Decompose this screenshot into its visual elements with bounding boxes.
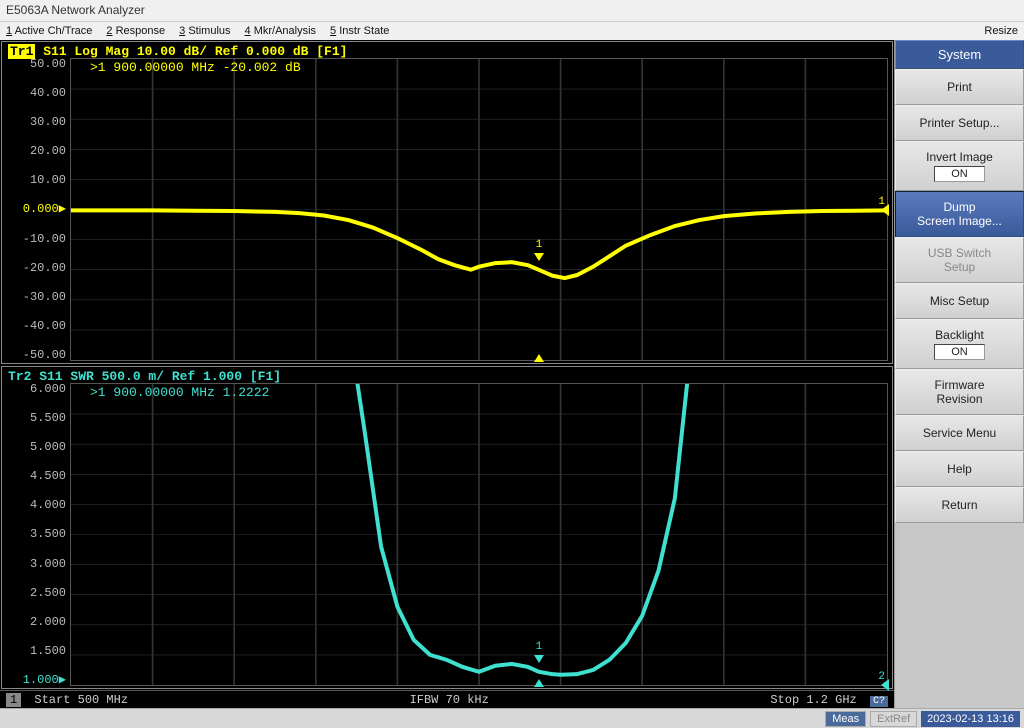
trace2-marker-readout: >1 900.00000 MHz 1.2222	[90, 385, 269, 400]
menu-stimulus[interactable]: 3 Stimulus	[179, 25, 230, 37]
marker-label: 1	[536, 641, 543, 653]
channel-badge: 1	[6, 693, 21, 707]
ifbw: IFBW 70 kHz	[410, 693, 489, 707]
marker-label: 1	[536, 239, 543, 251]
trace1-header: Tr1 S11 Log Mag 10.00 dB/ Ref 0.000 dB […	[8, 44, 347, 59]
chart-swr: Tr2 S11 SWR 500.0 m/ Ref 1.000 [F1] >1 9…	[1, 366, 893, 689]
softkey-dump-screen-image[interactable]: DumpScreen Image...	[895, 191, 1024, 237]
instrument-status-bar: 1 Start 500 MHz IFBW 70 kHz Stop 1.2 GHz…	[0, 690, 894, 708]
trace-number: 2	[878, 671, 885, 683]
softkey-invert-image-value: ON	[934, 166, 985, 182]
start-freq: Start 500 MHz	[34, 693, 128, 707]
marker-x-indicator	[534, 354, 544, 362]
app-footer: Meas ExtRef 2023-02-13 13:16	[0, 708, 1024, 728]
softkey-backlight[interactable]: BacklightON	[895, 319, 1024, 369]
softkey-firmware-revision[interactable]: FirmwareRevision	[895, 369, 1024, 415]
trace1-marker-readout: >1 900.00000 MHz -20.002 dB	[90, 60, 301, 75]
extref-indicator: ExtRef	[870, 711, 917, 727]
softkey-printer-setup[interactable]: Printer Setup...	[895, 105, 1024, 141]
softkey-backlight-value: ON	[934, 344, 985, 360]
menubar: 1 Active Ch/Trace 2 Response 3 Stimulus 4 M…	[0, 22, 1024, 40]
trace2-header: Tr2 S11 SWR 500.0 m/ Ref 1.000 [F1]	[8, 369, 281, 384]
correction-badge: C?	[870, 696, 888, 707]
menu-response[interactable]: 2 Response	[106, 25, 165, 37]
menu-active-ch-trace[interactable]: 1 Active Ch/Trace	[6, 25, 92, 37]
menu-resize[interactable]: Resize	[984, 25, 1018, 37]
window-title: E5063A Network Analyzer	[0, 0, 1024, 22]
menu-mkr-analysis[interactable]: 4 Mkr/Analysis	[245, 25, 317, 37]
softkey-return[interactable]: Return	[895, 487, 1024, 523]
marker-x-indicator	[534, 679, 544, 687]
clock: 2023-02-13 13:16	[921, 711, 1020, 727]
softkey-print[interactable]: Print	[895, 69, 1024, 105]
softkey-usb-switch-setup: USB SwitchSetup	[895, 237, 1024, 283]
menu-instr-state[interactable]: 5 Instr State	[330, 25, 389, 37]
softkey-sidebar: System PrintPrinter Setup...Invert Image…	[894, 40, 1024, 708]
softkey-misc-setup[interactable]: Misc Setup	[895, 283, 1024, 319]
sidebar-header[interactable]: System	[895, 40, 1024, 69]
softkey-help[interactable]: Help	[895, 451, 1024, 487]
marker-indicator	[534, 253, 544, 261]
meas-indicator: Meas	[825, 711, 866, 727]
plot-area: Tr1 S11 Log Mag 10.00 dB/ Ref 0.000 dB […	[0, 40, 894, 708]
chart-logmag: Tr1 S11 Log Mag 10.00 dB/ Ref 0.000 dB […	[1, 41, 893, 364]
softkey-service-menu[interactable]: Service Menu	[895, 415, 1024, 451]
marker-indicator	[534, 655, 544, 663]
trace-number: 1	[878, 196, 885, 208]
softkey-invert-image[interactable]: Invert ImageON	[895, 141, 1024, 191]
stop-freq: Stop 1.2 GHz	[770, 693, 856, 707]
